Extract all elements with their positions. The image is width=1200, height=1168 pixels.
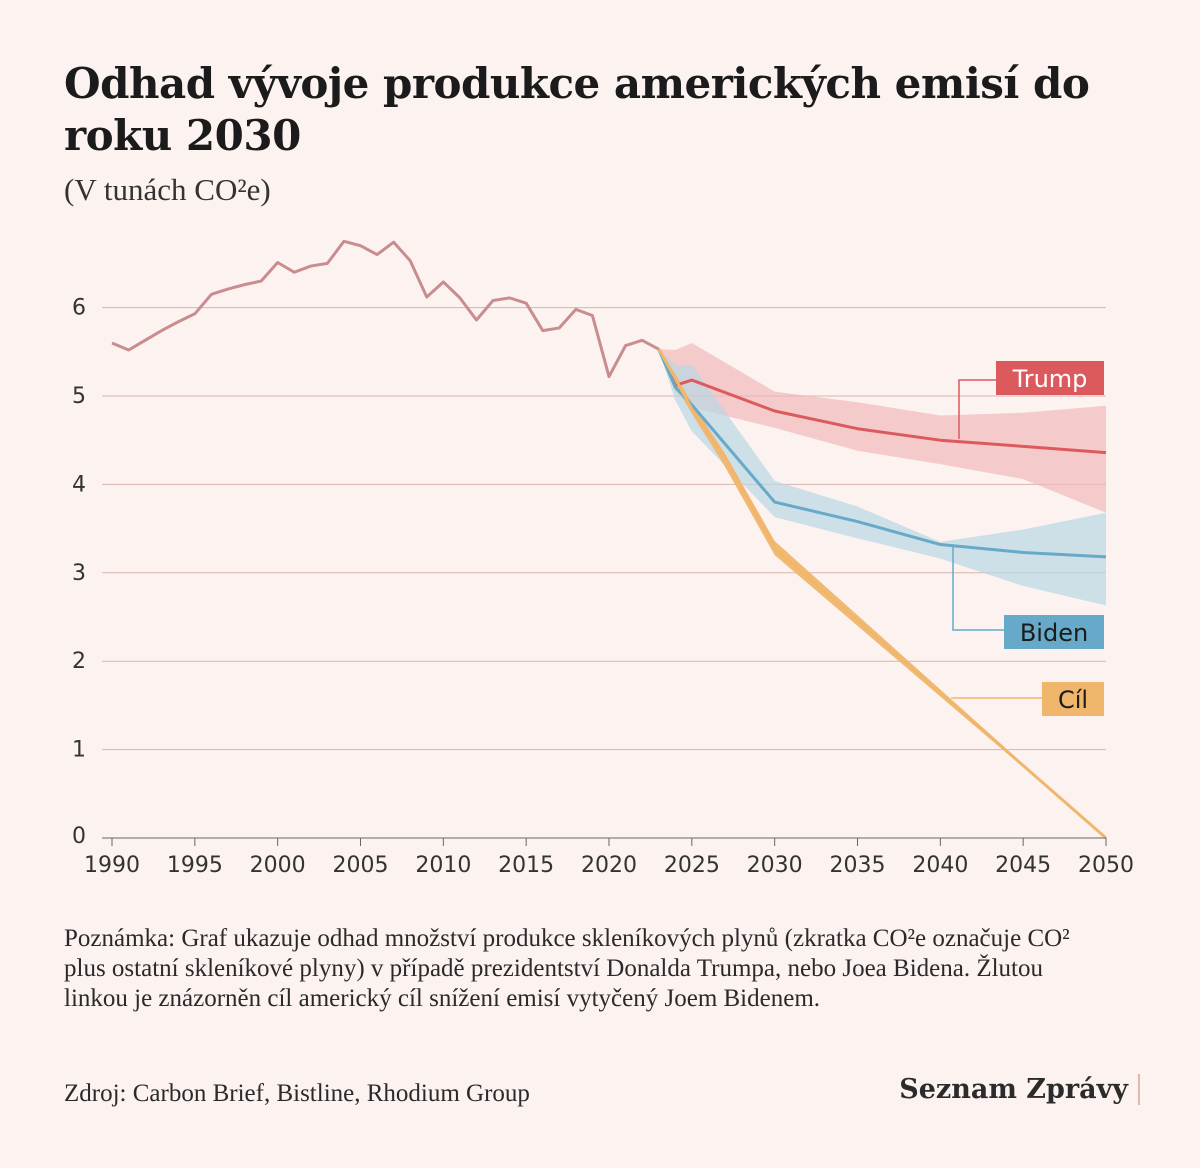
uncertainty-bands <box>658 342 1106 838</box>
chart-title: Odhad vývoje produkce amerických emisí d… <box>64 59 1090 160</box>
line-biden <box>657 348 1107 559</box>
y-tick-label: 6 <box>72 296 86 321</box>
footnote: Poznámka: Graf ukazuje odhad množství pr… <box>64 925 1070 1012</box>
x-tick-label: 1990 <box>84 853 140 878</box>
x-tick-label: 2015 <box>498 853 554 878</box>
source-text: Zdroj: Carbon Brief, Bistline, Rhodium G… <box>64 1080 530 1107</box>
historical-line <box>111 239 660 379</box>
emissions-chart: 0 1 2 3 4 5 6 1990 1995 2000 2005 2010 2015 2020 2025 2… <box>72 239 1134 878</box>
x-tick-label: 2005 <box>333 853 389 878</box>
x-tick-label: 2045 <box>995 853 1051 878</box>
x-tick-label: 2000 <box>250 853 306 878</box>
leader-trump <box>958 379 996 439</box>
y-tick-label: 2 <box>72 649 86 674</box>
x-tick-label: 1995 <box>167 853 223 878</box>
axes: 0 1 2 3 4 5 6 1990 1995 2000 2005 2010 2015 2020 2025 2… <box>72 296 1134 878</box>
line-cíl <box>657 348 1107 840</box>
label-trump: Trump <box>1012 365 1088 393</box>
series-lines <box>111 239 1107 840</box>
label-box-cíl <box>1042 682 1104 716</box>
y-tick-label: 0 <box>72 824 86 849</box>
x-tick-label: 2050 <box>1078 853 1134 878</box>
label-biden: Biden <box>1020 619 1088 647</box>
grid-lines <box>102 307 1106 751</box>
series-labels: Trump Biden Cíl <box>951 361 1104 716</box>
x-tick-label: 2020 <box>581 853 637 878</box>
brand-logo: Seznam Zprávy <box>899 1074 1140 1105</box>
y-tick-label: 3 <box>72 561 86 586</box>
x-tick-label: 2030 <box>747 853 803 878</box>
chart-subtitle: (V tunách CO²e) <box>64 172 271 207</box>
y-tick-label: 1 <box>72 738 86 763</box>
x-tick-label: 2010 <box>415 853 471 878</box>
band-biden <box>658 349 1106 606</box>
leader-biden <box>952 546 1004 631</box>
label-box-biden <box>1004 615 1104 649</box>
y-tick-label: 5 <box>72 384 86 409</box>
label-box-trump <box>996 361 1104 395</box>
x-tick-label: 2035 <box>830 853 886 878</box>
y-tick-label: 4 <box>72 472 86 497</box>
x-tick-label: 2040 <box>912 853 968 878</box>
x-tick-label: 2025 <box>664 853 720 878</box>
band-trump <box>658 342 1106 513</box>
label-cíl: Cíl <box>1058 686 1088 714</box>
